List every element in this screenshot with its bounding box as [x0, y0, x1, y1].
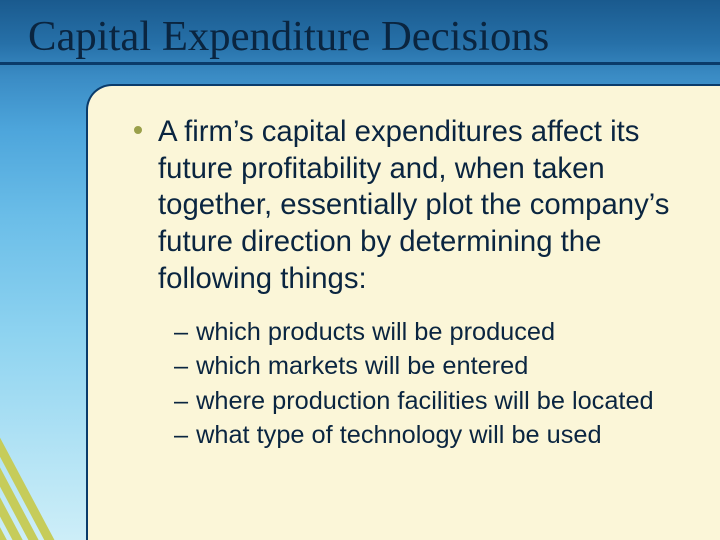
dash-icon: –	[174, 384, 188, 418]
slide: Capital Expenditure Decisions A firm’s c…	[0, 0, 720, 540]
dash-icon: –	[174, 418, 188, 452]
dash-icon: –	[174, 349, 188, 383]
sub-bullet-item: – which products will be produced	[174, 315, 692, 349]
dash-icon: –	[174, 315, 188, 349]
sub-bullet-text: which markets will be entered	[196, 349, 528, 383]
sub-bullet-item: – what type of technology will be used	[174, 418, 692, 452]
sub-bullet-text: where production facilities will be loca…	[196, 384, 654, 418]
sub-bullet-text: what type of technology will be used	[196, 418, 602, 452]
bullet-dot-icon	[134, 126, 142, 134]
main-bullet-text: A firm’s capital expenditures affect its…	[158, 114, 692, 297]
stripes-group	[0, 210, 60, 540]
slide-title: Capital Expenditure Decisions	[28, 12, 700, 61]
main-bullet: A firm’s capital expenditures affect its…	[134, 114, 692, 297]
sub-bullet-item: – where production facilities will be lo…	[174, 384, 692, 418]
content-panel: A firm’s capital expenditures affect its…	[86, 84, 720, 540]
sub-bullet-list: – which products will be produced – whic…	[174, 315, 692, 452]
sub-bullet-text: which products will be produced	[196, 315, 555, 349]
sub-bullet-item: – which markets will be entered	[174, 349, 692, 383]
title-underline	[0, 62, 720, 65]
